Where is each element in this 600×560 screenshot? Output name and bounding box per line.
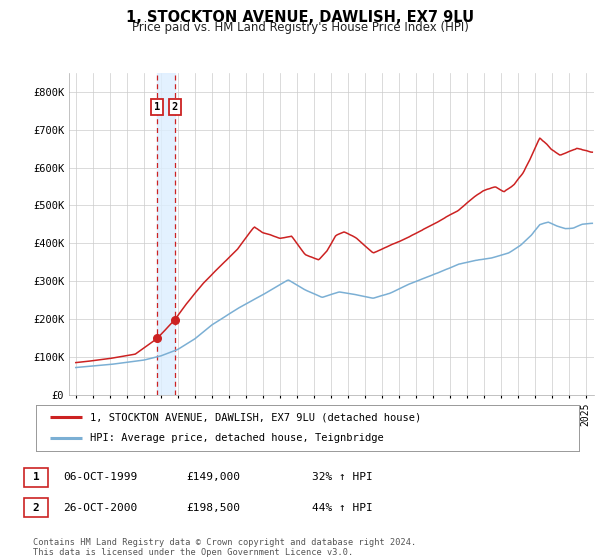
- Text: 32% ↑ HPI: 32% ↑ HPI: [312, 472, 373, 482]
- Text: 1, STOCKTON AVENUE, DAWLISH, EX7 9LU: 1, STOCKTON AVENUE, DAWLISH, EX7 9LU: [126, 10, 474, 25]
- Text: 1, STOCKTON AVENUE, DAWLISH, EX7 9LU (detached house): 1, STOCKTON AVENUE, DAWLISH, EX7 9LU (de…: [91, 412, 422, 422]
- Text: 1: 1: [154, 101, 160, 111]
- Text: 2: 2: [32, 503, 40, 513]
- Text: 1: 1: [32, 472, 40, 482]
- Text: 26-OCT-2000: 26-OCT-2000: [63, 503, 137, 513]
- Text: Contains HM Land Registry data © Crown copyright and database right 2024.: Contains HM Land Registry data © Crown c…: [33, 538, 416, 547]
- Text: HPI: Average price, detached house, Teignbridge: HPI: Average price, detached house, Teig…: [91, 433, 384, 444]
- Text: 2: 2: [172, 101, 178, 111]
- Bar: [157, 73, 175, 395]
- Text: 06-OCT-1999: 06-OCT-1999: [63, 472, 137, 482]
- Text: 44% ↑ HPI: 44% ↑ HPI: [312, 503, 373, 513]
- Text: £149,000: £149,000: [186, 472, 240, 482]
- Text: £198,500: £198,500: [186, 503, 240, 513]
- Text: This data is licensed under the Open Government Licence v3.0.: This data is licensed under the Open Gov…: [33, 548, 353, 557]
- Text: Price paid vs. HM Land Registry's House Price Index (HPI): Price paid vs. HM Land Registry's House …: [131, 21, 469, 34]
